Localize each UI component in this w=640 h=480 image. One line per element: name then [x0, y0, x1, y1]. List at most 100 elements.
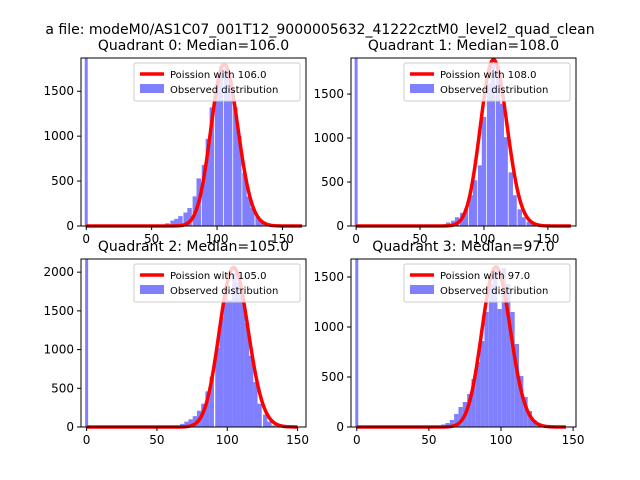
histogram-bar [503, 137, 508, 226]
chart-title: Quadrant 1: Median=108.0 [368, 38, 559, 54]
histogram-bar [205, 391, 210, 427]
x-tick-label: 50 [412, 232, 427, 246]
y-tick-label: 1000 [43, 343, 74, 357]
histogram-bar [242, 172, 247, 226]
x-tick-label: 50 [144, 232, 159, 246]
histogram-bar [255, 216, 260, 226]
legend-box [133, 263, 301, 303]
y-tick-label: 1000 [43, 129, 74, 143]
legend-label-observed: Observed distribution [170, 85, 278, 96]
legend: Poission with 106.0 Observed distributio… [133, 62, 301, 102]
x-tick-label: 0 [353, 433, 361, 447]
histogram-bar-zero [354, 58, 358, 226]
histogram-bar [218, 66, 224, 226]
histogram-bar [454, 414, 459, 427]
y-tick-label: 1500 [43, 304, 74, 318]
plot-frame [350, 57, 577, 227]
histogram-bar [495, 65, 501, 226]
histogram-bar [209, 107, 215, 226]
figure-suptitle: a file: modeM0/AS1C07_001T12_9000005632_… [45, 22, 594, 38]
histogram-bar [472, 180, 478, 226]
histogram-bar [257, 403, 262, 427]
histogram-bar-zero [85, 259, 89, 427]
histogram-bar [188, 419, 193, 427]
x-tick-label: 100 [216, 433, 239, 447]
histogram-bar [467, 394, 472, 427]
histogram-bar [244, 323, 250, 427]
histogram-bar [463, 208, 469, 226]
histogram-bar [449, 420, 455, 427]
legend-patch-swatch [410, 84, 434, 93]
legend: Poission with 97.0 Observed distribution [403, 263, 571, 303]
histogram-bar [484, 312, 489, 427]
histogram-bar [523, 397, 528, 427]
histogram-bar [471, 379, 476, 427]
y-tick-label: 2000 [43, 265, 74, 279]
y-tick-label: 500 [321, 370, 344, 384]
histogram-bar [170, 220, 175, 226]
y-tick-label: 0 [66, 219, 74, 233]
x-tick-label: 0 [352, 232, 360, 246]
histogram-bar [184, 421, 189, 427]
histogram-bar [445, 423, 450, 427]
histogram-bar [481, 116, 487, 226]
histogram-bar [227, 83, 233, 226]
x-tick-label: 0 [82, 232, 90, 246]
plot-frame [80, 57, 307, 227]
histogram-bar [223, 68, 229, 226]
histogram-bar [192, 416, 198, 427]
histogram-bar [486, 83, 492, 227]
histogram-bar-zero [84, 58, 88, 226]
histogram-bar [271, 425, 276, 427]
quadrant-3-chart: Quadrant 3: Median=97.0 0 50 100 150 0 500 10… [313, 239, 584, 447]
histogram-bar [517, 209, 522, 226]
histogram-bar [246, 196, 251, 226]
histogram-bar [187, 208, 192, 226]
legend-box [133, 62, 301, 102]
x-tick-label: 150 [562, 433, 585, 447]
histogram-bar [214, 84, 220, 227]
chart-title: Quadrant 2: Median=105.0 [98, 239, 289, 255]
x-tick-label: 50 [421, 433, 436, 447]
y-tick-label: 500 [51, 174, 74, 188]
legend: Poission with 108.0 Observed distributio… [403, 62, 571, 102]
histogram-bar [267, 421, 272, 427]
y-tick-label: 1500 [43, 84, 74, 98]
legend-box [403, 263, 571, 303]
histogram-bar [174, 218, 179, 226]
quadrant-0-chart: Quadrant 0: Median=106.0 0 50 100 150 0 500 1… [43, 38, 307, 246]
x-tick-label: 100 [490, 433, 513, 447]
plot-frame [350, 258, 577, 428]
histogram-bar [223, 289, 229, 427]
histogram-bar [497, 309, 502, 427]
histogram-bar [209, 376, 214, 427]
histogram-bar [237, 136, 242, 226]
y-tick-label: 1500 [313, 87, 344, 101]
histogram-bar [240, 296, 245, 427]
x-tick-label: 0 [83, 433, 91, 447]
legend-label-poisson: Poission with 108.0 [440, 70, 536, 81]
y-tick-label: 1000 [313, 320, 344, 334]
histogram-bar [480, 341, 485, 427]
y-tick-label: 500 [321, 175, 344, 189]
histogram-bar [488, 284, 494, 427]
y-tick-label: 0 [336, 219, 344, 233]
legend-patch-swatch [410, 285, 434, 294]
histogram-bar [514, 344, 520, 427]
y-tick-label: 1500 [313, 270, 344, 284]
histogram-bar [508, 172, 513, 226]
legend-label-poisson: Poission with 106.0 [170, 70, 266, 81]
histogram-bar [519, 376, 524, 427]
histogram-bar [263, 414, 268, 427]
histogram-bar [183, 212, 188, 226]
histogram-bar [178, 216, 183, 226]
legend-label-poisson: Poission with 105.0 [170, 271, 266, 282]
quadrant-1-chart: Quadrant 1: Median=108.0 0 50 100 150 0 500 1… [313, 38, 577, 246]
x-tick-label: 150 [536, 232, 559, 246]
histogram-bar [259, 221, 264, 226]
histogram-bar [215, 348, 220, 427]
quadrant-2-chart: Quadrant 2: Median=105.0 0 50 100 150 0 500 1… [43, 239, 309, 447]
histogram-bar [493, 270, 498, 427]
histogram-bar [205, 138, 211, 226]
histogram-bar [219, 317, 224, 427]
